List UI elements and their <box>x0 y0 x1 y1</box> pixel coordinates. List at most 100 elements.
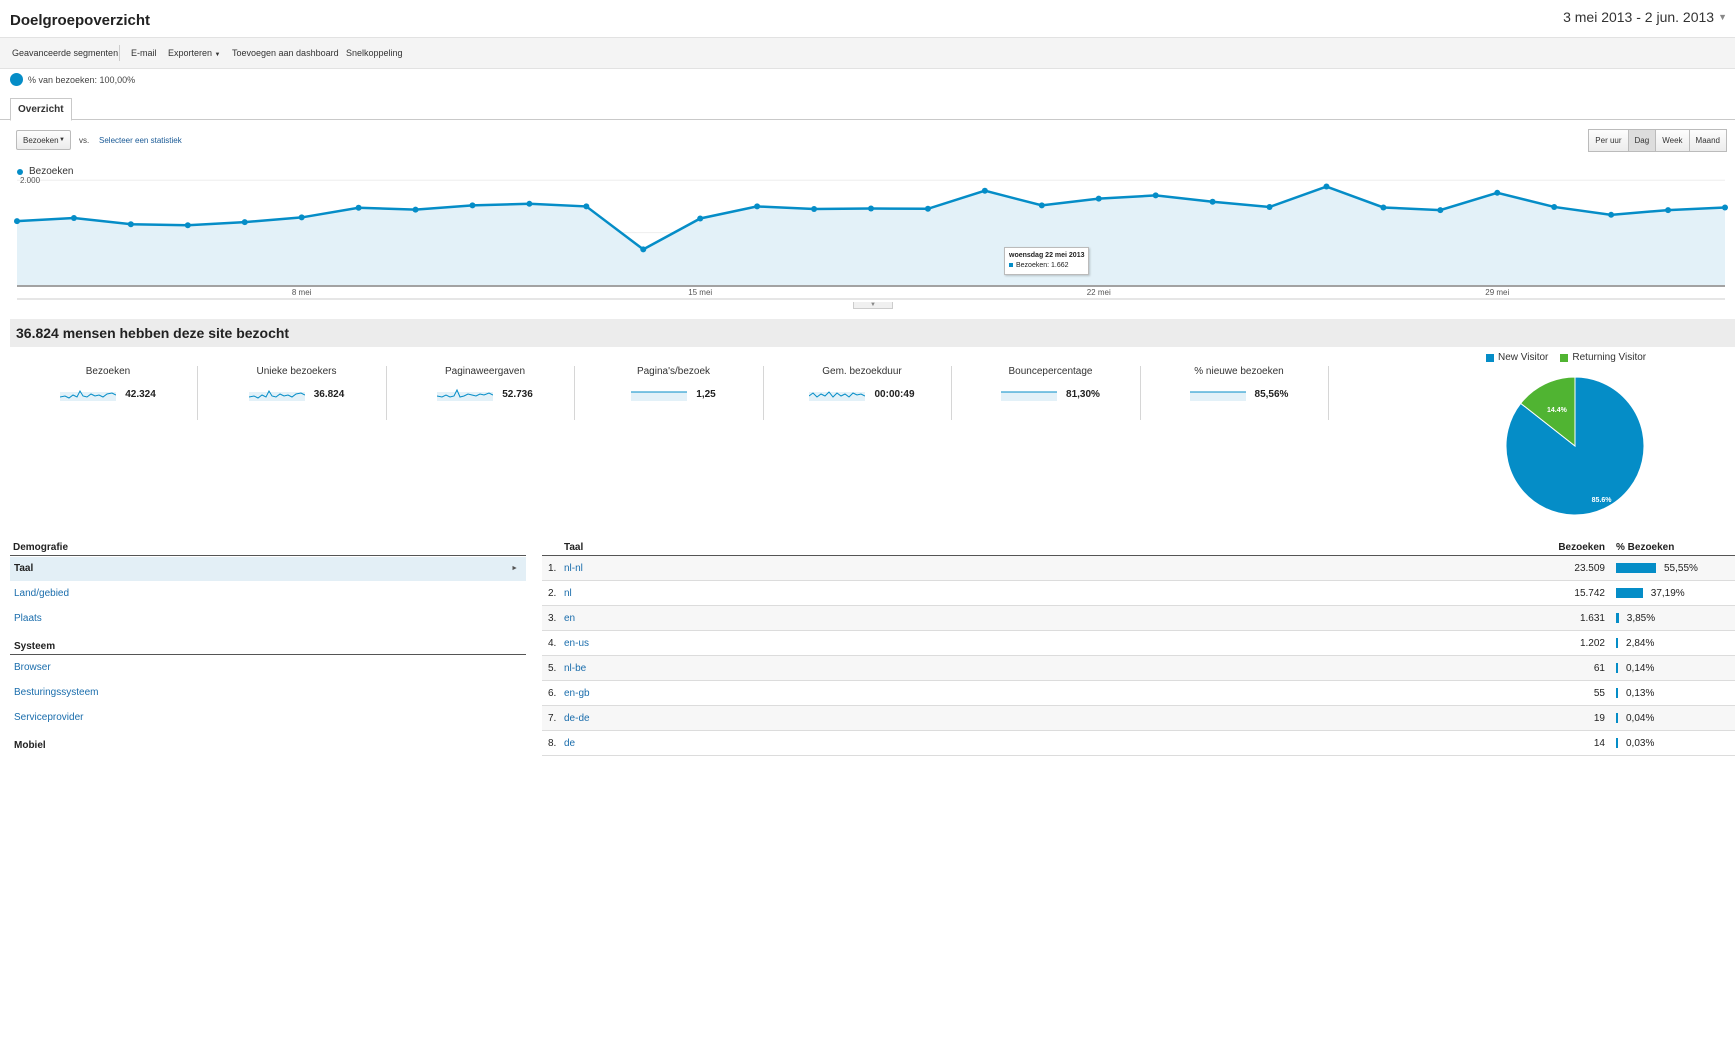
date-range-picker[interactable]: 3 mei 2013 - 2 jun. 2013 ▼ <box>1563 9 1727 25</box>
table-row: 3. en 1.631 3,85% <box>542 606 1735 631</box>
kpi-label: Bouncepercentage <box>1008 366 1093 377</box>
kpi-value: 1,25 <box>696 388 716 400</box>
add-to-dashboard-button[interactable]: Toevoegen aan dashboard <box>232 48 339 58</box>
percent-bar <box>1616 713 1618 723</box>
percent-value: 2,84% <box>1626 638 1655 649</box>
granularity-week-button[interactable]: Week <box>1655 129 1690 152</box>
language-link[interactable]: en-us <box>564 638 590 649</box>
visitor-type-pie-chart: 85.6% 14.4% <box>1505 376 1645 516</box>
language-link[interactable]: en-gb <box>564 688 590 699</box>
table-row: 8. de 14 0,03% <box>542 731 1735 756</box>
language-link[interactable]: en <box>564 613 576 624</box>
table-row: 6. en-gb 55 0,13% <box>542 681 1735 706</box>
kpi-divider <box>197 366 198 420</box>
segment-pie-icon <box>10 73 23 86</box>
demographics-item-language[interactable]: Taal ► <box>10 557 526 581</box>
demographics-item-country[interactable]: Land/gebied <box>14 588 70 599</box>
language-link[interactable]: de <box>564 738 576 749</box>
select-statistic-link[interactable]: Selecteer een statistiek <box>99 136 182 145</box>
kpi-divider <box>762 366 764 420</box>
chart-resize-handle[interactable]: ▼ <box>853 302 893 309</box>
kpi-6[interactable]: Bouncepercentage 81,30% <box>957 366 1145 420</box>
language-link[interactable]: nl-be <box>564 663 587 674</box>
data-point <box>1266 203 1273 210</box>
table-row: 4. en-us 1.202 2,84% <box>542 631 1735 656</box>
kpi-divider <box>385 366 387 420</box>
kpi-divider <box>1139 366 1141 420</box>
segment-indicator[interactable]: % van bezoeken: 100,00% <box>10 73 135 86</box>
kpi-value: 42.324 <box>125 388 156 400</box>
chevron-down-icon: ▼ <box>214 52 221 58</box>
data-point <box>640 246 647 253</box>
column-header-language: Taal <box>564 542 584 553</box>
kpi-2[interactable]: Unieke bezoekers 36.824 <box>203 366 391 420</box>
kpi-label: Pagina's/bezoek <box>636 366 711 377</box>
percent-bar <box>1616 638 1619 648</box>
language-link[interactable]: nl <box>564 588 572 599</box>
data-point <box>924 205 931 212</box>
sparkline-line <box>809 391 866 398</box>
data-point <box>1437 207 1444 214</box>
system-item-provider[interactable]: Serviceprovider <box>14 712 84 723</box>
kpi-label: Bezoeken <box>85 366 131 377</box>
data-point <box>697 215 704 222</box>
row-number: 1. <box>548 563 557 574</box>
granularity-day-button[interactable]: Dag <box>1627 129 1657 152</box>
row-number: 2. <box>548 588 557 599</box>
system-item-browser[interactable]: Browser <box>14 662 51 673</box>
sparkline <box>1189 391 1246 401</box>
sparkline <box>248 389 305 401</box>
sparkline <box>437 388 494 401</box>
data-point <box>1608 211 1615 218</box>
language-link[interactable]: nl-nl <box>564 563 583 574</box>
divider <box>10 654 526 655</box>
sparkline-area <box>809 392 866 401</box>
tooltip-title: woensdag 22 mei 2013 <box>1009 252 1085 259</box>
kpi-divider <box>951 366 952 420</box>
x-tick-label: 15 mei <box>688 288 712 297</box>
kpi-value: 81,30% <box>1066 388 1100 400</box>
visits-value: 1.631 <box>1579 613 1605 624</box>
x-tick-label: 8 mei <box>292 288 312 297</box>
pie-slice-returning-visitor[interactable] <box>1520 376 1576 448</box>
tab-overview[interactable]: Overzicht <box>10 98 72 121</box>
kpi-value: 36.824 <box>313 388 345 400</box>
visits-value: 23.509 <box>1574 563 1605 574</box>
granularity-month-button[interactable]: Maand <box>1688 129 1727 152</box>
metric-select[interactable]: Bezoeken ▼ <box>16 130 71 150</box>
language-link[interactable]: de-de <box>564 713 590 724</box>
advanced-segments-button[interactable]: Geavanceerde segmenten <box>12 48 119 58</box>
demographics-item-city[interactable]: Plaats <box>14 613 42 624</box>
percent-bar <box>1616 688 1618 698</box>
kpi-1[interactable]: Bezoeken 42.324 <box>14 366 202 420</box>
legend-item-returning-visitor[interactable]: Returning Visitor <box>1560 352 1646 363</box>
export-button[interactable]: Exporteren ▼ <box>168 48 221 58</box>
sparkline-area <box>1189 392 1246 401</box>
y-tick-label: 2.000 <box>20 176 41 185</box>
kpi-5[interactable]: Gem. bezoekduur 00:00:49 <box>768 366 956 420</box>
percent-bar <box>1616 563 1656 573</box>
chevron-right-icon: ► <box>511 565 518 572</box>
row-number: 3. <box>548 613 557 624</box>
chart-legend-label: Bezoeken <box>29 166 74 177</box>
legend-item-new-visitor[interactable]: New Visitor <box>1486 352 1548 363</box>
shortcut-button[interactable]: Snelkoppeling <box>346 48 403 58</box>
percent-bar <box>1616 613 1619 623</box>
kpi-3[interactable]: Paginaweergaven 52.736 <box>391 366 579 420</box>
legend-swatch <box>1486 353 1494 362</box>
kpi-7[interactable]: % nieuwe bezoeken 85,56% <box>1145 366 1333 420</box>
sparkline-area <box>1001 392 1058 401</box>
system-item-os[interactable]: Besturingssysteem <box>14 687 99 698</box>
row-number: 4. <box>548 638 557 649</box>
data-point <box>1038 202 1045 209</box>
data-point <box>1551 203 1558 210</box>
data-point <box>1209 198 1216 205</box>
toolbar-divider <box>119 45 120 61</box>
kpi-4[interactable]: Pagina's/bezoek 1,25 <box>580 366 768 420</box>
email-button[interactable]: E-mail <box>131 48 157 58</box>
percent-bar <box>1616 663 1618 673</box>
kpi-divider <box>1328 366 1329 420</box>
table-row: 5. nl-be 61 0,14% <box>542 656 1735 681</box>
percent-bar <box>1616 738 1618 748</box>
granularity-hourly-button[interactable]: Per uur <box>1588 129 1629 152</box>
